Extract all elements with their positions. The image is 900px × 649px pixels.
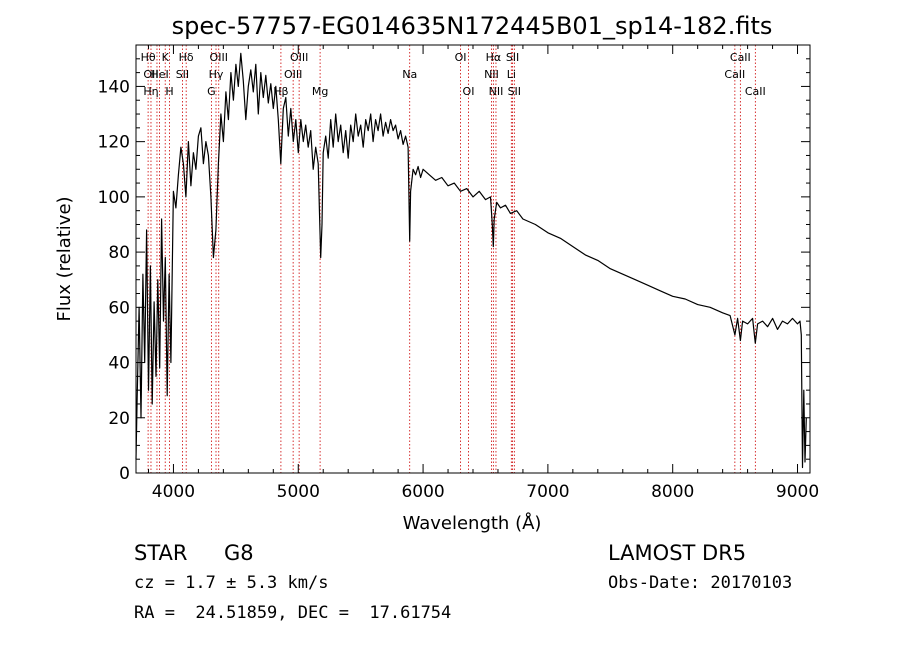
y-tick-label: 100 — [98, 188, 130, 208]
line-label: Hδ — [179, 51, 194, 64]
y-axis-ticks: 0 20 40 60 80 100 120 140 — [98, 58, 810, 484]
line-label: OI — [463, 85, 475, 98]
line-label: OIII — [210, 51, 228, 64]
line-label: SII — [506, 51, 519, 64]
y-tick-label: 120 — [98, 133, 130, 153]
line-label: Hθ — [141, 51, 156, 64]
x-tick-label: 6000 — [401, 482, 444, 502]
y-axis-label: Flux (relative) — [54, 196, 75, 321]
line-label: OIII — [290, 51, 308, 64]
x-tick-label: 9000 — [776, 482, 819, 502]
y-tick-label: 60 — [108, 298, 130, 318]
x-axis-label: Wavelength (Å) — [403, 512, 542, 534]
line-label: OIII — [284, 68, 302, 81]
line-label: Na — [402, 68, 417, 81]
x-tick-label: 8000 — [651, 482, 694, 502]
y-tick-label: 40 — [108, 354, 130, 374]
line-label: Hβ — [273, 85, 288, 98]
line-label: G — [207, 85, 216, 98]
y-tick-label: 80 — [108, 243, 130, 263]
chart-title: spec-57757-EG014635N172445B01_sp14-182.f… — [172, 12, 773, 40]
line-label: Hη — [143, 85, 158, 98]
line-label: K — [162, 51, 170, 64]
line-label: Hα — [486, 51, 502, 64]
observation-date: Obs-Date: 20170103 — [608, 573, 793, 593]
x-tick-label: 7000 — [526, 482, 569, 502]
coordinates: RA = 24.51859, DEC = 17.61754 — [134, 603, 452, 623]
spectrum-line — [135, 52, 807, 469]
plot-frame — [135, 44, 811, 474]
survey-name: LAMOST DR5 — [608, 541, 747, 565]
x-axis-ticks: 4000 5000 6000 7000 8000 9000 — [147, 45, 819, 502]
line-label: CaII — [724, 68, 745, 81]
line-label: OII — [143, 68, 158, 81]
y-tick-label: 20 — [108, 409, 130, 429]
line-label: Mg — [312, 85, 328, 98]
line-label: SII — [176, 68, 189, 81]
line-label: H — [165, 85, 173, 98]
line-label: Li — [507, 68, 516, 81]
line-label: HeI — [150, 68, 168, 81]
object-class: STAR — [134, 541, 188, 565]
line-label: OI — [455, 51, 467, 64]
line-label: CaII — [730, 51, 751, 64]
line-label-group: HθOIIHηHeIKHSIIHδGHγOIIIHβOIIIOIIIMgNaOI… — [141, 51, 766, 98]
redshift-value: cz = 1.7 ± 5.3 km/s — [134, 573, 329, 593]
y-tick-label: 0 — [119, 464, 130, 484]
line-label: CaII — [745, 85, 766, 98]
x-tick-label: 4000 — [152, 482, 195, 502]
line-label: NII — [484, 68, 499, 81]
line-label: SII — [508, 85, 521, 98]
line-label: Hγ — [209, 68, 224, 81]
line-label: NII — [489, 85, 504, 98]
y-tick-label: 140 — [98, 77, 130, 97]
spectral-subclass: G8 — [224, 541, 254, 565]
line-marker-group — [147, 45, 756, 473]
x-tick-label: 5000 — [277, 482, 320, 502]
